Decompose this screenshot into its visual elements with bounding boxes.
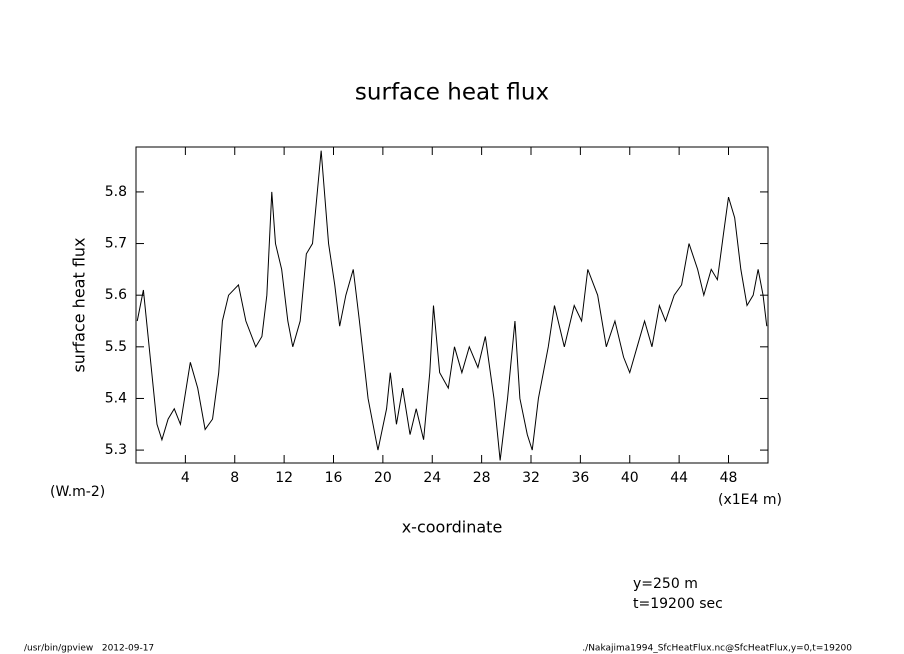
footer: /usr/bin/gpview 2012-09-17	[24, 644, 154, 654]
x-tick-label: 12	[275, 470, 293, 486]
y-tick-label: 5.4	[105, 390, 127, 406]
x-tick-label: 4	[181, 470, 190, 486]
x-axis-title: x-coordinate	[402, 518, 503, 537]
x-tick-label: 20	[374, 470, 392, 486]
chart-title: surface heat flux	[355, 80, 549, 106]
x-tick-label: 16	[325, 470, 343, 486]
y-tick-label: 5.7	[105, 236, 127, 252]
y-units: (W.m-2)	[50, 484, 105, 500]
data-line	[136, 150, 768, 461]
y-tick-label: 5.3	[105, 442, 127, 458]
x-units: (x1E4 m)	[718, 492, 782, 508]
x-tick-label: 24	[423, 470, 441, 486]
x-tick-label: 40	[621, 470, 639, 486]
plot-frame	[135, 146, 769, 464]
y-tick-label: 5.8	[105, 184, 127, 200]
y-tick-label: 5.5	[105, 339, 127, 355]
y-axis-title: surface heat flux	[70, 237, 89, 372]
x-tick-label: 32	[522, 470, 540, 486]
annotation: y=250 m	[633, 576, 698, 592]
x-tick-label: 8	[230, 470, 239, 486]
footer: ./Nakajima1994_SfcHeatFlux.nc@SfcHeatFlu…	[582, 644, 852, 654]
annotation: t=19200 sec	[633, 596, 723, 612]
x-tick-label: 28	[473, 470, 491, 486]
x-tick-label: 48	[720, 470, 738, 486]
x-tick-label: 44	[670, 470, 688, 486]
x-tick-label: 36	[571, 470, 589, 486]
y-tick-label: 5.6	[105, 287, 127, 303]
